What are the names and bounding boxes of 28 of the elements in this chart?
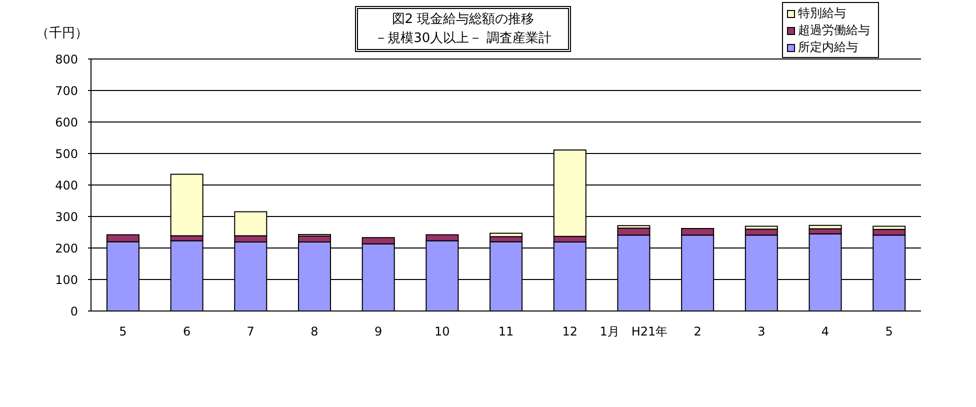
y-axis-title: （千円） <box>36 25 88 42</box>
chart-subtitle: －規模30人以上－ 調査産業計 <box>374 30 552 48</box>
x-tick-label: 5 <box>885 324 893 339</box>
x-tick-label: 9 <box>374 324 382 339</box>
y-tick-label: 800 <box>55 52 78 66</box>
y-tick-label: 500 <box>55 146 78 161</box>
y-tick-label: 700 <box>55 84 78 98</box>
y-tick-label: 0 <box>70 304 78 318</box>
x-tick-label: 6 <box>182 324 191 339</box>
x-tick-label: 3 <box>758 324 766 339</box>
x-tick-label: 8 <box>310 324 318 339</box>
x-tick-label: 11 <box>498 324 514 339</box>
y-tick-label: 200 <box>55 241 78 256</box>
legend-label: 所定内給与 <box>798 39 858 56</box>
x-tick-label: 1月 H21年 <box>600 324 668 339</box>
y-tick-label: 600 <box>55 115 78 130</box>
legend-label: 超過労働給与 <box>798 22 870 39</box>
legend-label: 特別給与 <box>798 5 846 22</box>
x-tick-label: 5 <box>119 324 127 339</box>
chart-title: 図2 現金給与総額の推移 <box>390 11 536 29</box>
x-tick-label: 10 <box>434 324 450 339</box>
x-tick-label: 7 <box>246 324 254 339</box>
x-tick-label: 2 <box>694 324 702 339</box>
y-tick-label: 300 <box>55 210 78 224</box>
x-tick-label: 4 <box>821 324 830 339</box>
y-tick-label: 400 <box>55 178 78 192</box>
y-tick-label: 100 <box>55 272 78 287</box>
x-tick-label: 12 <box>562 324 578 339</box>
